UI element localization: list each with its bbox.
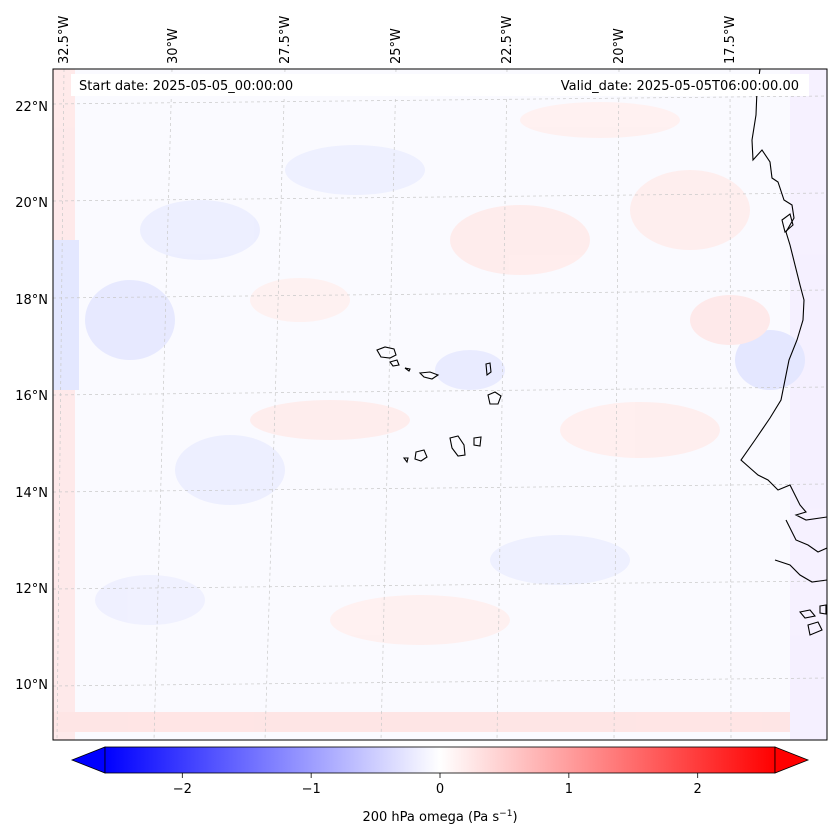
- lon-label: 20°W: [612, 28, 627, 64]
- blue-patch: [85, 280, 175, 360]
- map-panel: [53, 69, 827, 740]
- island-sao-vicente: [389, 359, 400, 367]
- lat-label: 14°N: [15, 486, 48, 501]
- red-patch: [560, 402, 720, 458]
- colorbar-tick-label: 2: [694, 782, 702, 797]
- longitude-labels: 32.5°W 30°W 27.5°W 25°W 22.5°W 20°W 17.5…: [57, 16, 738, 64]
- colorbar-left-extend: [70, 746, 106, 774]
- colorbar-tick-label: −2: [173, 782, 192, 797]
- blue-patch: [285, 145, 425, 195]
- lat-label: 22°N: [15, 100, 48, 115]
- colorbar-label: 200 hPa omega (Pa s−1): [362, 809, 517, 825]
- island-boa-vista: [487, 391, 502, 405]
- lat-label: 12°N: [15, 582, 48, 597]
- lon-label: 30°W: [166, 28, 181, 64]
- red-patch: [330, 595, 510, 645]
- lat-label: 16°N: [15, 389, 48, 404]
- red-patch: [690, 295, 770, 345]
- blue-patch: [175, 435, 285, 505]
- lon-label: 25°W: [389, 28, 404, 64]
- red-patch: [250, 400, 410, 440]
- blue-patch: [95, 575, 205, 625]
- edge-band-left-blue: [53, 240, 79, 390]
- island-brava: [402, 457, 409, 464]
- edge-band-right: [790, 69, 827, 740]
- colorbar-tick-label: 0: [436, 782, 444, 797]
- colorbar: −2 −1 0 1 2 200 hPa omega (Pa s−1): [70, 746, 810, 825]
- red-patch: [450, 205, 590, 275]
- lat-label: 10°N: [15, 678, 48, 693]
- valid-date-label: Valid_date: 2025-05-05T06:00:00.00: [561, 79, 799, 94]
- colorbar-tick-label: −1: [302, 782, 321, 797]
- lon-label: 17.5°W: [723, 16, 738, 64]
- colorbar-tick-label: 1: [565, 782, 573, 797]
- island-fogo: [414, 449, 428, 462]
- header-strip: [71, 74, 809, 96]
- gridlines: [53, 69, 827, 740]
- island-santa-luzia: [404, 367, 411, 372]
- island-maio: [473, 436, 482, 447]
- island-santiago: [449, 435, 466, 457]
- coast-mainland: [740, 69, 827, 521]
- lat-label: 18°N: [15, 293, 48, 308]
- colorbar-right-extend: [774, 746, 810, 774]
- island-sal: [485, 362, 492, 377]
- colorbar-body: [104, 746, 776, 774]
- lon-label: 32.5°W: [57, 16, 72, 64]
- lake-feature: [781, 213, 794, 234]
- blue-patch: [735, 330, 805, 390]
- coast-guinea-bissau: [774, 559, 827, 583]
- edge-band-bottom: [53, 712, 827, 732]
- start-date-label: Start date: 2025-05-05_00:00:00: [79, 79, 293, 94]
- cape-verde-islands: [376, 346, 502, 464]
- colorbar-ticks: −2 −1 0 1 2: [173, 773, 702, 797]
- edge-band-left: [53, 69, 75, 740]
- island-santo-antao: [376, 346, 397, 359]
- red-patch: [250, 278, 350, 322]
- red-patch: [520, 102, 680, 138]
- coast-gambia: [785, 519, 827, 553]
- lon-label: 27.5°W: [278, 16, 293, 64]
- blue-patch: [435, 350, 505, 390]
- blue-patch: [140, 200, 260, 260]
- island-sao-nicolau: [418, 371, 440, 380]
- latitude-labels: 22°N 20°N 18°N 16°N 14°N 12°N 10°N: [15, 100, 48, 693]
- red-patch: [630, 170, 750, 250]
- africa-coastline: [740, 69, 827, 636]
- map-frame: [52, 68, 828, 741]
- lon-label: 22.5°W: [500, 16, 515, 64]
- bissagos-islands: [798, 604, 827, 636]
- lat-label: 20°N: [15, 196, 48, 211]
- blue-patch: [490, 535, 630, 585]
